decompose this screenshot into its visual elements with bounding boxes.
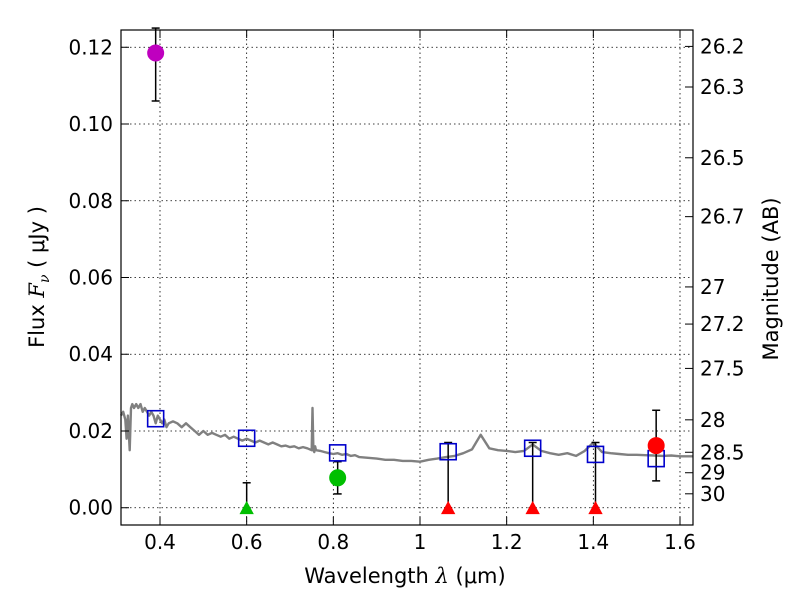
model-spectrum-line (119, 402, 693, 463)
mag-tick-label-8: 28.5 (700, 440, 745, 464)
template-square-1 (237, 429, 256, 448)
mag-tick-label-7: 28 (700, 408, 725, 432)
x-tick-label-4: 1.2 (491, 530, 523, 554)
template-square-3 (439, 442, 457, 461)
magnitude-axis-label: Magnitude (AB) (759, 197, 783, 360)
y-tick-label-1: 0.02 (68, 419, 113, 443)
y-tick-label-4: 0.08 (68, 189, 113, 213)
data-marks-layer (146, 27, 665, 515)
template-square-4 (523, 439, 542, 458)
mag-tick-label-2: 26.5 (700, 146, 745, 170)
mag-tick-label-1: 26.3 (700, 75, 745, 99)
y-tick-label-2: 0.04 (68, 342, 113, 366)
x-tick-label-0: 0.4 (144, 530, 176, 554)
upper-limit-triangle-0 (239, 500, 254, 515)
x-tick-label-3: 1 (414, 530, 427, 554)
y-tick-label-0: 0.00 (68, 496, 113, 520)
template-square-0 (146, 409, 165, 428)
x-axis-label: Wavelength λ (μm) (304, 564, 505, 588)
y-tick-label-6: 0.12 (68, 35, 113, 59)
y-axis-label: Flux Fν ( μJy ) (25, 206, 53, 348)
mag-tick-label-4: 27 (700, 275, 725, 299)
tick-labels: 0.4 0.6 0.8 1 1.2 1.4 1.6 0.00 0.02 0.04 0.06 0.08 0… (68, 34, 744, 554)
mag-tick-label-10: 30 (700, 482, 725, 506)
x-tick-label-6: 1.6 (664, 530, 696, 554)
y-tick-label-3: 0.06 (68, 266, 113, 290)
upper-limit-triangle-2 (525, 500, 540, 515)
mag-tick-label-9: 29 (700, 461, 725, 485)
axis-ticks (121, 30, 693, 525)
template-square-5 (586, 445, 605, 464)
x-tick-label-5: 1.4 (577, 530, 609, 554)
mag-tick-label-0: 26.2 (700, 34, 745, 58)
model-spectrum-layer (119, 402, 693, 463)
mag-tick-label-6: 27.5 (700, 356, 745, 380)
y-tick-label-5: 0.10 (68, 112, 113, 136)
mag-tick-label-5: 27.2 (700, 312, 745, 336)
upper-limit-triangle-1 (440, 500, 456, 515)
x-tick-label-2: 0.8 (317, 530, 349, 554)
detection-point-1 (329, 469, 347, 487)
detection-point-0 (147, 44, 165, 62)
x-tick-label-1: 0.6 (231, 530, 263, 554)
grid (121, 30, 693, 525)
mag-tick-label-3: 26.7 (700, 205, 745, 229)
detection-point-2 (647, 437, 665, 455)
template-square-2 (328, 444, 347, 462)
upper-limit-triangle-3 (588, 500, 603, 515)
